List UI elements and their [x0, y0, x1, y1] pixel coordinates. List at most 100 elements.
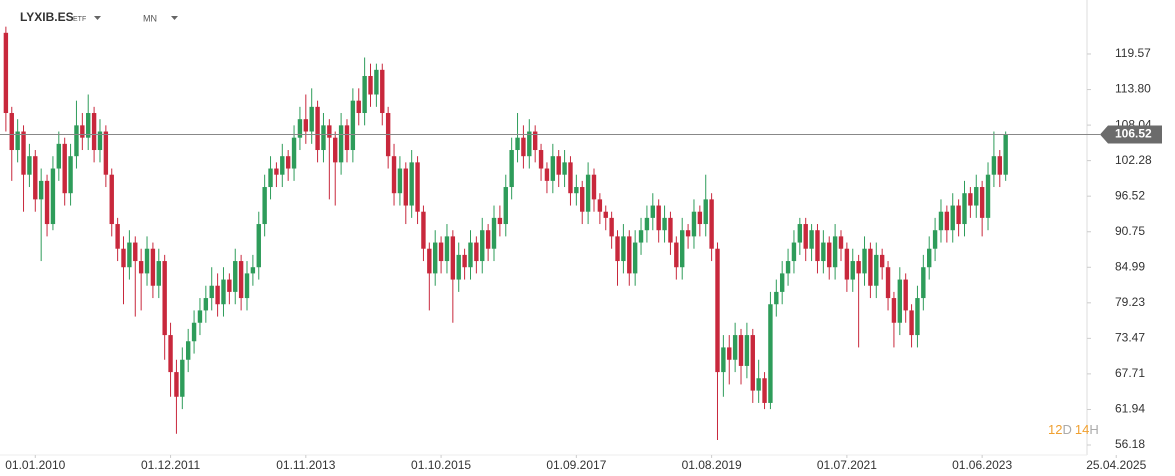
- candle-body: [856, 261, 861, 274]
- y-tick-label: 84.99: [1115, 259, 1145, 273]
- candle-body: [668, 217, 673, 243]
- candle-body: [1003, 134, 1008, 175]
- candle-body: [991, 156, 997, 175]
- dropdown-caret[interactable]: [171, 16, 178, 20]
- candle-body: [644, 217, 650, 231]
- last-price-label: 106.52: [1115, 127, 1152, 141]
- candle-body: [838, 236, 844, 249]
- candle-body: [433, 242, 438, 274]
- candle-body: [380, 69, 385, 114]
- candle-body: [221, 279, 226, 305]
- candle-body: [538, 150, 544, 169]
- candle-body: [768, 304, 773, 403]
- candle-body: [909, 310, 914, 336]
- candle-body: [615, 236, 620, 262]
- candle-body: [521, 137, 526, 157]
- countdown-unit: H: [1089, 422, 1098, 437]
- candle-body: [974, 187, 979, 206]
- candle-body: [233, 261, 238, 292]
- candle-body: [862, 248, 867, 274]
- candle-body: [556, 156, 561, 175]
- candle-body: [568, 162, 573, 194]
- candle-body: [368, 75, 373, 95]
- candle-body: [109, 174, 114, 225]
- candle-body: [927, 248, 932, 268]
- candle-body: [168, 335, 173, 373]
- candle-body: [250, 267, 256, 274]
- candle-body: [850, 261, 855, 280]
- candle-body: [932, 230, 938, 249]
- candle-body: [303, 119, 309, 132]
- candle-body: [344, 125, 350, 151]
- candle-body: [685, 230, 691, 237]
- candle-body: [333, 137, 338, 163]
- candle-body: [603, 211, 608, 218]
- candle-body: [38, 180, 44, 200]
- candle-body: [727, 347, 732, 360]
- candle-body: [62, 143, 67, 194]
- candle-body: [450, 236, 456, 280]
- candle-body: [527, 131, 532, 157]
- dropdown-caret[interactable]: [94, 16, 101, 20]
- candle-body: [691, 211, 697, 237]
- x-tick-label: 01.09.2017: [546, 458, 606, 472]
- candle-body: [580, 187, 585, 212]
- candle-body: [715, 248, 720, 373]
- candle-body: [74, 125, 79, 157]
- candle-body: [280, 156, 285, 175]
- candle-body: [597, 199, 603, 212]
- candle-body: [86, 113, 91, 138]
- candle-body: [356, 100, 361, 114]
- x-tick-label: 01.07.2021: [817, 458, 877, 472]
- x-tick-label: 25.04.2025: [1086, 458, 1146, 472]
- candle-body: [532, 131, 538, 151]
- candle-body: [832, 236, 838, 268]
- candle-body: [80, 125, 85, 138]
- candle-body: [150, 248, 156, 286]
- candle-body: [262, 187, 267, 225]
- candle-body: [115, 224, 120, 249]
- candle-body: [203, 298, 209, 311]
- candle-body: [885, 267, 891, 299]
- candle-body: [879, 254, 885, 268]
- candle-body: [421, 211, 426, 249]
- candle-body: [227, 279, 232, 292]
- y-tick-label: 73.47: [1115, 331, 1145, 345]
- y-tick-label: 56.18: [1115, 437, 1145, 451]
- candle-body: [415, 162, 420, 212]
- candle-body: [256, 224, 261, 268]
- candle-body: [997, 156, 1002, 175]
- candle-body: [827, 242, 832, 268]
- x-tick-label: 01.12.2011: [141, 458, 200, 472]
- candle-body: [979, 187, 985, 218]
- candle-body: [456, 254, 461, 280]
- candle-body: [656, 205, 661, 231]
- candle-body: [591, 174, 597, 200]
- x-tick-label: 01.10.2015: [411, 458, 471, 472]
- y-tick-label: 61.94: [1115, 402, 1145, 416]
- candle-body: [44, 180, 50, 225]
- period[interactable]: MN: [143, 13, 157, 23]
- candle-body: [750, 335, 755, 391]
- candle-body: [985, 174, 991, 218]
- candle-body: [509, 150, 514, 188]
- candle-body: [480, 230, 485, 262]
- candle-body: [391, 156, 397, 194]
- candle-body: [709, 199, 714, 249]
- candle-body: [638, 230, 644, 243]
- candle-body: [562, 162, 567, 175]
- y-tick-label: 102.28: [1115, 153, 1152, 167]
- candle-body: [209, 285, 214, 299]
- candle-body: [409, 162, 414, 206]
- candle-body: [309, 106, 314, 132]
- candle-body: [9, 113, 14, 151]
- symbol[interactable]: LYXIB.ES: [20, 10, 74, 24]
- candle-body: [756, 378, 761, 391]
- candle-body: [632, 242, 638, 274]
- candle-body: [121, 248, 126, 268]
- candle-body: [291, 137, 297, 169]
- candle-body: [891, 298, 897, 323]
- candle-body: [874, 254, 879, 286]
- x-tick-label: 01.08.2019: [682, 458, 742, 472]
